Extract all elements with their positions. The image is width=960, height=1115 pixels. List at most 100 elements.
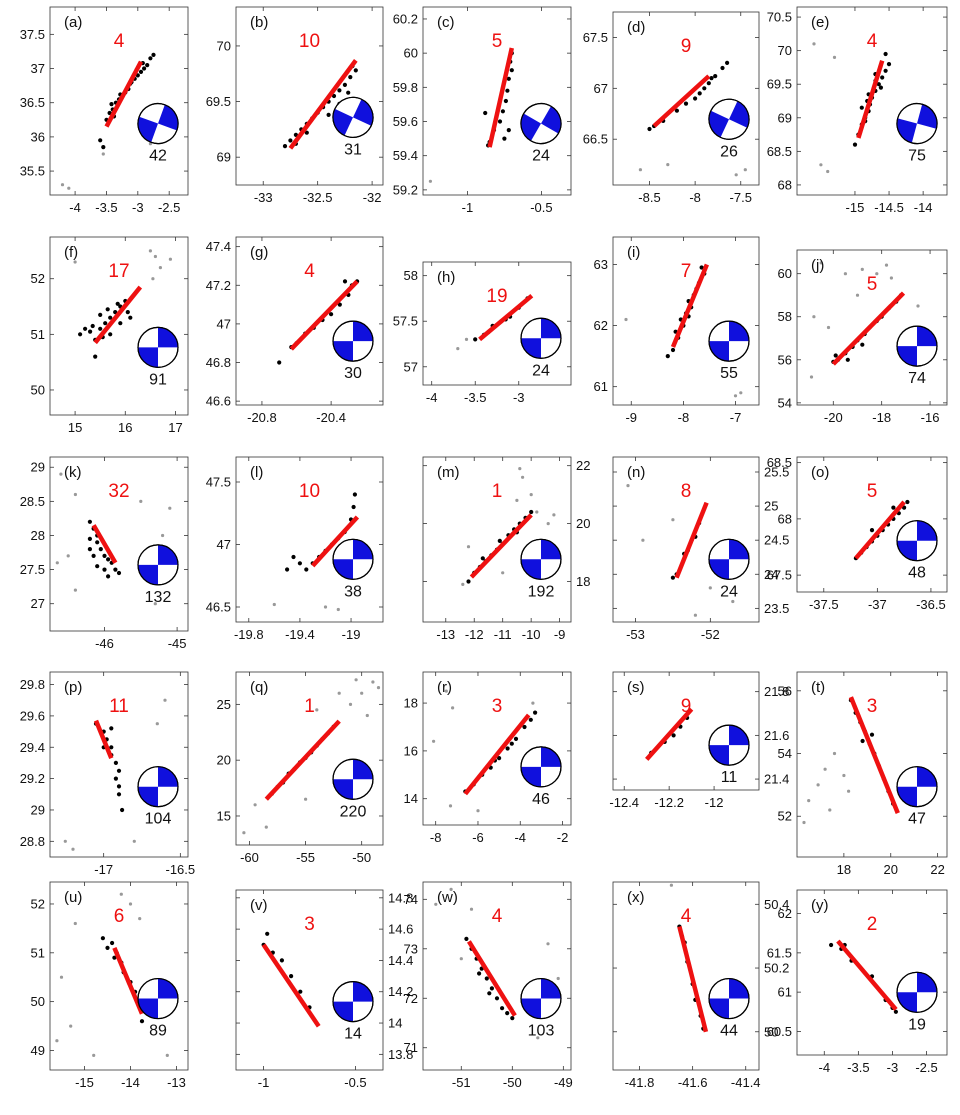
y-tick-label: 18: [404, 696, 418, 711]
event-dot: [487, 991, 492, 996]
y-tick-label: 70: [217, 38, 231, 53]
y-tick-label: 58: [778, 309, 792, 324]
event-dot: [852, 142, 858, 147]
y-tick-label: 54: [778, 746, 792, 761]
fault-line: [856, 60, 885, 139]
fault-line: [677, 926, 709, 1033]
y-tick-label: 59.2: [393, 182, 418, 197]
event-dot: [128, 315, 133, 320]
background-event-dot: [155, 722, 159, 726]
event-dot: [670, 575, 676, 580]
event-dot: [670, 347, 676, 353]
background-event-dot: [161, 533, 165, 538]
fault-line: [466, 940, 517, 1017]
y-tick-label: 14.2: [388, 984, 413, 999]
event-dot: [291, 554, 296, 560]
x-tick-label: -4: [818, 1060, 830, 1075]
event-dot: [148, 56, 153, 61]
panel-label: (h): [437, 269, 455, 286]
event-count: 47: [908, 811, 926, 828]
plot-frame: [796, 249, 948, 406]
focal-mechanism-icon: [332, 538, 374, 580]
panel-label: (x): [627, 889, 645, 906]
panel-e: -15 -14.5 -14 68 68.5 69 69.5 70 70.5 (e) 4 75: [767, 6, 948, 215]
background-event-dot: [336, 607, 340, 612]
background-event-dot: [826, 169, 830, 174]
x-tick-label: 17: [168, 420, 182, 435]
event-dot: [337, 302, 342, 307]
background-event-dot: [66, 554, 70, 558]
background-event-dot: [165, 1053, 169, 1057]
panel-m: -13 -12 -11 -10 -9 18 20 22 (m) 1 192: [422, 456, 590, 642]
x-tick-label: -16: [921, 410, 940, 425]
event-dot: [113, 760, 118, 766]
panel-label: (t): [811, 679, 825, 696]
event-dot: [297, 561, 302, 566]
event-dot: [337, 88, 342, 93]
event-dot: [484, 976, 489, 981]
panel-label: (c): [437, 14, 455, 31]
panel-number: 32: [108, 481, 129, 502]
y-tick-label: 68.5: [767, 455, 792, 470]
event-dot: [483, 110, 488, 116]
y-tick-label: 52: [778, 809, 792, 824]
event-dot: [522, 724, 527, 730]
x-tick-label: -50: [352, 850, 371, 865]
x-tick-label: -3: [132, 200, 144, 215]
x-tick-label: -7.5: [730, 190, 752, 205]
fault-line: [469, 513, 533, 579]
event-count: 132: [145, 589, 172, 606]
plot-frame: [612, 881, 760, 1071]
plot-frame: [235, 456, 384, 623]
x-tick-label: -2: [557, 830, 569, 845]
x-tick-label: -60: [240, 850, 259, 865]
event-dot: [115, 301, 120, 306]
focal-mechanism-icon: [137, 102, 179, 145]
background-event-dot: [476, 809, 480, 813]
event-dot: [98, 326, 103, 331]
y-tick-label: 14.4: [388, 953, 413, 968]
event-dot: [279, 958, 284, 963]
panel-number: 4: [867, 31, 878, 52]
event-dot: [138, 69, 144, 74]
focal-mechanism-icon: [520, 977, 562, 1020]
y-tick-label: 74: [404, 892, 418, 907]
event-dot: [466, 579, 471, 584]
y-tick-label: 21.8: [764, 684, 789, 699]
background-event-dot: [348, 702, 353, 707]
event-dot: [289, 974, 294, 979]
x-tick-label: -9: [625, 410, 637, 425]
event-dot: [859, 105, 864, 110]
background-event-dot: [842, 773, 846, 778]
x-tick-label: -7: [730, 410, 742, 425]
event-dot: [102, 553, 107, 559]
background-event-dot: [828, 808, 832, 812]
background-event-dot: [466, 545, 471, 549]
event-dot: [860, 342, 865, 347]
event-dot: [91, 553, 96, 559]
event-dot: [883, 68, 888, 73]
event-dot: [98, 138, 103, 143]
y-tick-label: 73: [404, 941, 418, 956]
plot-frame: [422, 456, 572, 623]
event-dot: [265, 931, 270, 936]
background-event-dot: [855, 293, 860, 297]
y-tick-label: 20: [576, 516, 590, 531]
y-tick-label: 37.5: [20, 27, 45, 42]
background-event-dot: [128, 902, 133, 906]
y-tick-label: 52: [31, 896, 45, 911]
x-tick-label: -12: [705, 795, 724, 810]
background-event-dot: [823, 767, 827, 771]
y-tick-label: 60.2: [393, 11, 418, 26]
background-event-dot: [73, 921, 77, 926]
background-event-dot: [733, 394, 738, 398]
y-tick-label: 27.5: [20, 562, 45, 577]
panel-number: 5: [867, 481, 878, 502]
y-tick-label: 36.5: [20, 95, 45, 110]
panel-number: 6: [114, 906, 125, 927]
y-tick-label: 25: [217, 697, 231, 712]
panel-number: 9: [681, 36, 692, 57]
y-tick-label: 35.5: [20, 164, 45, 179]
background-event-dot: [669, 883, 674, 887]
background-event-dot: [153, 254, 157, 259]
